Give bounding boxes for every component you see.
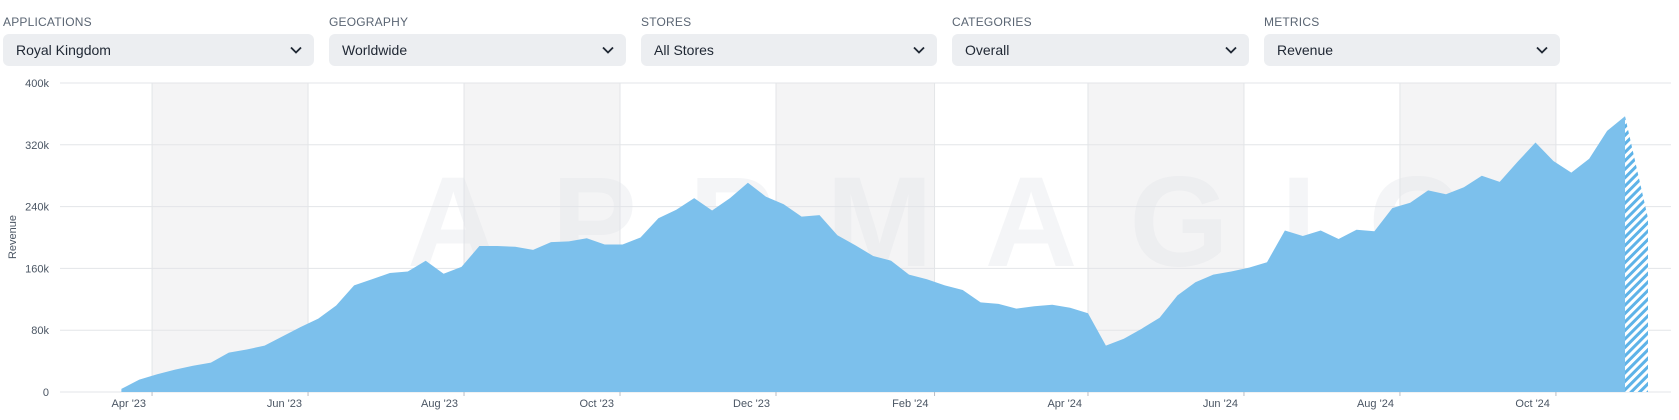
x-tick-label: Aug '23	[421, 398, 458, 410]
geography-label: GEOGRAPHY	[329, 15, 409, 29]
chevron-down-icon	[290, 46, 302, 54]
y-tick-label: 400k	[25, 78, 49, 90]
y-tick-label: 0	[43, 387, 49, 399]
x-axis: Apr '23 Jun '23 Aug '23 Oct '23 Dec '23 Feb '…	[112, 392, 1557, 410]
y-tick-label: 240k	[25, 202, 49, 214]
area-fill	[121, 116, 1625, 392]
applications-label: APPLICATIONS	[3, 15, 92, 29]
chevron-down-icon	[1225, 46, 1237, 54]
x-tick-label: Oct '23	[579, 398, 614, 410]
categories-dropdown[interactable]: Overall	[952, 34, 1249, 66]
stores-value: All Stores	[654, 42, 714, 58]
geography-filter: GEOGRAPHY Worldwide	[329, 14, 626, 66]
x-tick-label: Dec '23	[733, 398, 770, 410]
y-tick-label: 320k	[25, 140, 49, 152]
x-tick-label: Apr '23	[112, 398, 147, 410]
stores-label: STORES	[641, 15, 692, 29]
projection-hatch	[1625, 116, 1648, 392]
x-tick-label: Oct '24	[1515, 398, 1550, 410]
stores-dropdown[interactable]: All Stores	[641, 34, 937, 66]
x-tick-label: Aug '24	[1357, 398, 1394, 410]
chevron-down-icon	[913, 46, 925, 54]
applications-filter: APPLICATIONS Royal Kingdom	[3, 14, 314, 66]
chevron-down-icon	[602, 46, 614, 54]
geography-value: Worldwide	[342, 42, 408, 58]
x-tick-label: Feb '24	[892, 398, 928, 410]
filter-bar: APPLICATIONS Royal Kingdom GEOGRAPHY Wor…	[0, 0, 1679, 80]
metrics-label: METRICS	[1264, 15, 1320, 29]
y-axis: 0 80k 160k 240k 320k 400k	[25, 78, 49, 399]
metrics-value: Revenue	[1277, 42, 1334, 58]
x-tick-label: Jun '24	[1203, 398, 1238, 410]
y-axis-title: Revenue	[7, 215, 19, 259]
categories-filter: CATEGORIES Overall	[952, 14, 1249, 66]
categories-value: Overall	[965, 42, 1010, 58]
geography-dropdown[interactable]: Worldwide	[329, 34, 626, 66]
y-tick-label: 80k	[31, 325, 49, 337]
x-tick-label: Apr '24	[1047, 398, 1082, 410]
area-series	[121, 116, 1648, 392]
x-tick-label: Jun '23	[267, 398, 302, 410]
categories-label: CATEGORIES	[952, 15, 1032, 29]
y-tick-label: 160k	[25, 263, 49, 275]
applications-value: Royal Kingdom	[16, 42, 111, 58]
metrics-filter: METRICS Revenue	[1264, 14, 1560, 66]
chevron-down-icon	[1536, 46, 1548, 54]
metrics-dropdown[interactable]: Revenue	[1264, 34, 1560, 66]
applications-dropdown[interactable]: Royal Kingdom	[3, 34, 314, 66]
stores-filter: STORES All Stores	[641, 14, 937, 66]
